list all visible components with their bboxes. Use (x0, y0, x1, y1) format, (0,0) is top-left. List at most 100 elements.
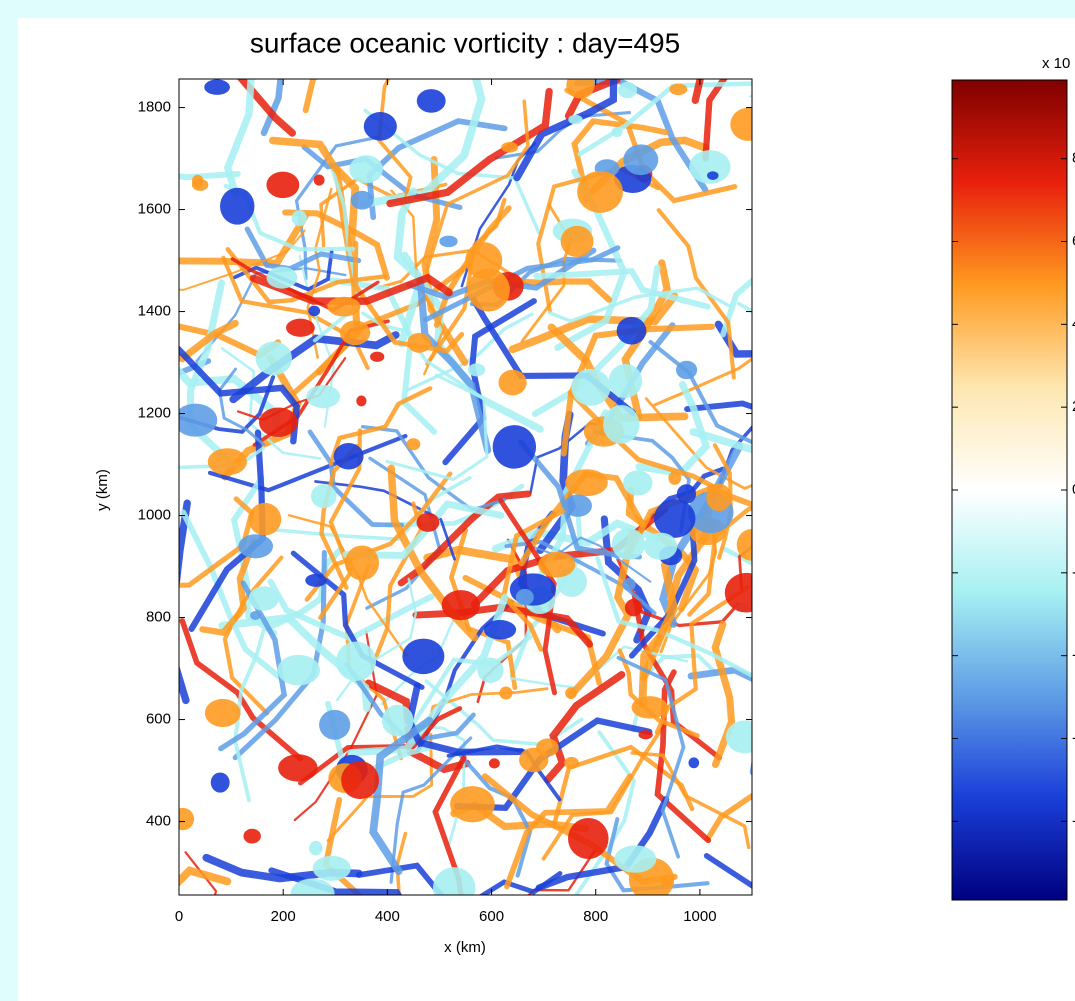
eddy (623, 144, 659, 176)
eddy (688, 757, 700, 769)
eddy (266, 266, 298, 289)
eddy (344, 545, 380, 581)
colorbar-tick-label: -6 (1072, 729, 1075, 746)
eddy (416, 512, 440, 532)
filament (533, 536, 652, 583)
colorbar-tick-label: 6 (1072, 232, 1075, 249)
eddy (707, 171, 719, 180)
y-tick-label: 600 (146, 711, 171, 728)
filament (560, 323, 715, 457)
filament (328, 386, 433, 466)
filament (179, 345, 301, 445)
eddy (441, 590, 481, 621)
eddy (736, 529, 752, 561)
eddy (577, 170, 623, 213)
eddy (439, 235, 458, 248)
filament (533, 267, 711, 310)
eddy (349, 155, 383, 184)
filament (595, 556, 752, 679)
eddy (566, 79, 595, 99)
eddy (624, 598, 643, 617)
eddy (238, 534, 274, 559)
eddy (499, 686, 513, 700)
eddy (488, 758, 500, 769)
eddy (204, 698, 241, 728)
filament (604, 817, 710, 893)
filament (179, 319, 239, 363)
eddy (623, 470, 653, 496)
eddy (291, 209, 307, 227)
eddy (248, 586, 279, 611)
eddy (492, 425, 537, 469)
eddy (565, 687, 577, 699)
filament (617, 648, 700, 738)
filament (360, 425, 507, 512)
y-tick-label: 1400 (138, 303, 171, 320)
eddy (341, 761, 380, 800)
x-tick-label: 600 (479, 908, 504, 925)
filament (416, 276, 492, 454)
eddy (669, 83, 688, 96)
x-tick-label: 200 (271, 908, 296, 925)
eddy (309, 840, 323, 856)
eddy (278, 754, 318, 782)
eddy (416, 89, 446, 113)
filament (306, 187, 333, 359)
filament (396, 634, 533, 748)
filament (304, 471, 453, 602)
eddy (563, 494, 592, 517)
eddy (277, 654, 321, 686)
eddy (363, 112, 397, 141)
eddy (220, 187, 255, 225)
eddy (675, 360, 698, 380)
filament (573, 730, 637, 895)
y-tick-label: 1600 (138, 201, 171, 218)
eddy (402, 638, 445, 675)
eddy (638, 730, 653, 740)
y-axis-label: y (km) (94, 469, 111, 511)
filament (249, 273, 453, 305)
eddy (467, 363, 486, 377)
eddy (571, 368, 611, 406)
filament (433, 205, 512, 328)
filament (307, 429, 405, 528)
chart-title: surface oceanic vorticity : day=495 (250, 27, 680, 58)
filament (314, 480, 456, 561)
y-tick-label: 1200 (138, 405, 171, 422)
eddy (643, 532, 678, 560)
eddy (313, 174, 325, 186)
eddy (608, 363, 643, 398)
eddy (350, 190, 374, 210)
y-tick-label: 1000 (138, 507, 171, 524)
filament (326, 732, 434, 843)
colorbar-tick-label: -2 (1072, 564, 1075, 581)
eddy (654, 499, 696, 538)
eddy (614, 845, 657, 873)
filament (342, 500, 505, 559)
eddy (689, 150, 731, 184)
colorbar-label: x 10 (1042, 55, 1070, 72)
filament (424, 99, 530, 273)
eddy (249, 610, 261, 620)
eddy (179, 403, 218, 437)
filament (352, 240, 465, 354)
eddy (286, 318, 315, 337)
filament (233, 628, 266, 803)
eddy (406, 438, 421, 451)
eddy (191, 178, 209, 191)
filament (656, 208, 736, 380)
filament (487, 277, 613, 303)
eddy (204, 79, 230, 95)
eddy (565, 469, 608, 497)
eddy (266, 171, 300, 199)
x-tick-label: 1000 (683, 908, 716, 925)
eddy (564, 756, 579, 769)
eddy (407, 332, 432, 353)
filament (218, 580, 288, 752)
eddy (319, 709, 351, 740)
colorbar-tick-label: -4 (1072, 647, 1075, 664)
eddy (210, 772, 230, 793)
eddy (568, 114, 583, 125)
eddy (483, 620, 517, 640)
